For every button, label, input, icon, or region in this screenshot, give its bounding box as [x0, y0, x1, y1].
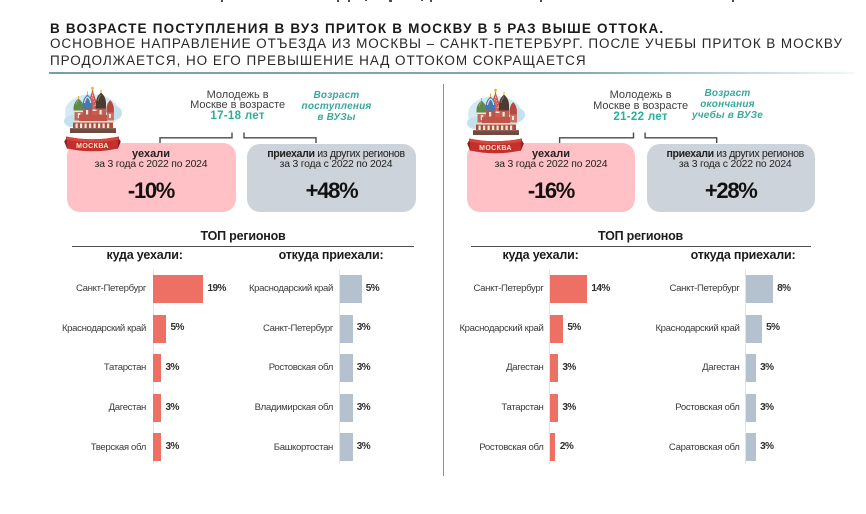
- svg-text:МОСКВА: МОСКВА: [479, 145, 512, 152]
- svg-text:МОСКВА: МОСКВА: [76, 143, 109, 150]
